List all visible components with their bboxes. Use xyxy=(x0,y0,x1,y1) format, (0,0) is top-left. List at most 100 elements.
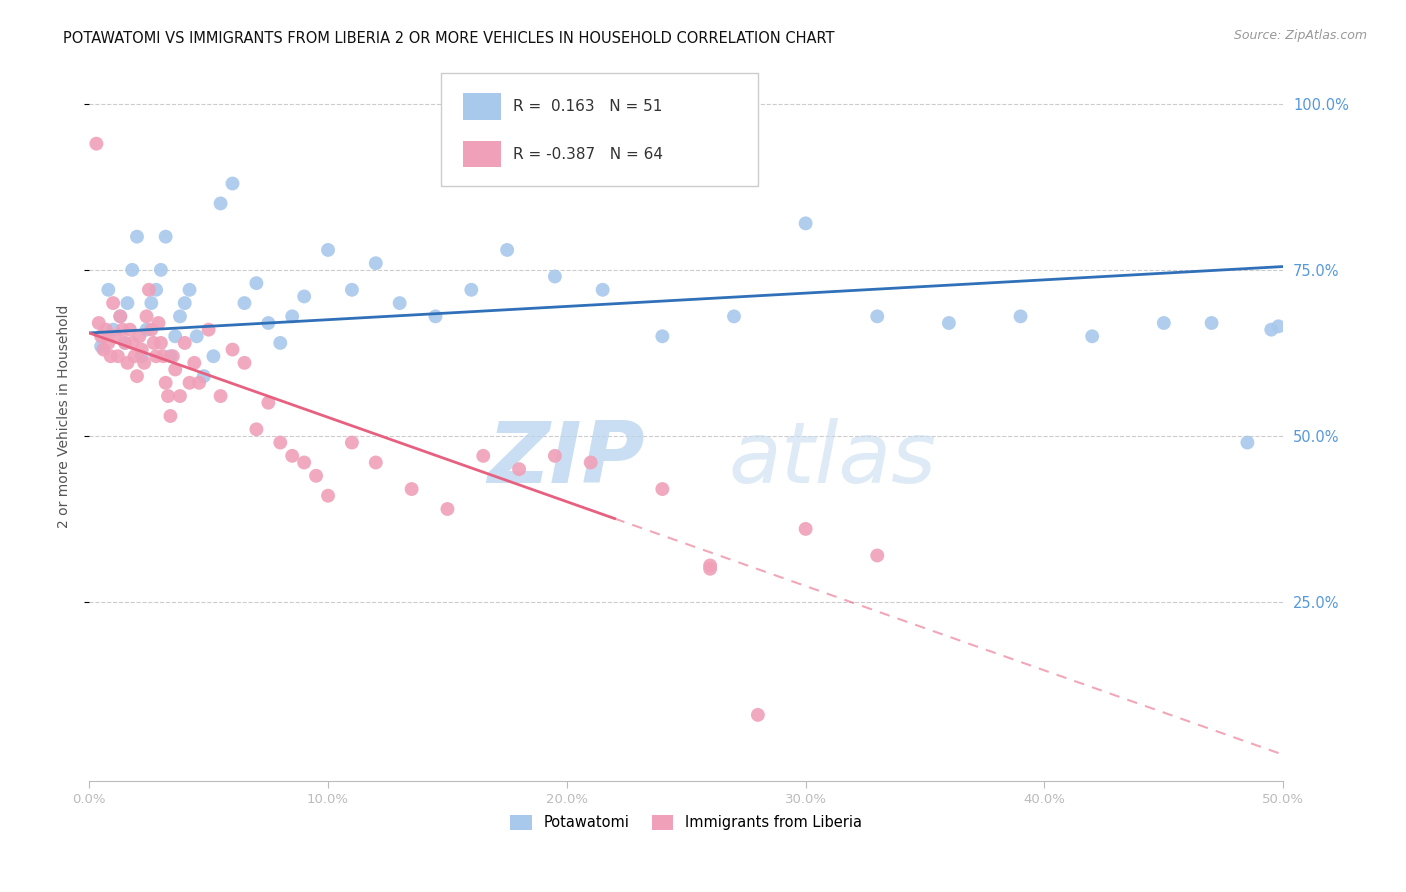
Point xyxy=(111,323,134,337)
Point xyxy=(364,256,387,270)
Point xyxy=(183,356,205,370)
Point xyxy=(245,422,267,436)
Point xyxy=(117,356,139,370)
Point xyxy=(305,468,328,483)
Point xyxy=(118,323,141,337)
Point xyxy=(162,349,184,363)
Point xyxy=(141,323,163,337)
Point xyxy=(159,349,181,363)
Point xyxy=(316,489,339,503)
Point xyxy=(186,329,208,343)
Point xyxy=(1010,310,1032,324)
Point xyxy=(388,296,411,310)
Point xyxy=(544,449,567,463)
Point xyxy=(155,229,177,244)
Point xyxy=(257,316,280,330)
Point xyxy=(269,335,291,350)
Text: Source: ZipAtlas.com: Source: ZipAtlas.com xyxy=(1233,29,1367,42)
Point xyxy=(292,455,315,469)
Point xyxy=(148,316,170,330)
Point xyxy=(90,329,112,343)
Point xyxy=(233,296,256,310)
Point xyxy=(135,323,157,337)
Point xyxy=(141,296,163,310)
Point xyxy=(269,435,291,450)
Point xyxy=(425,310,447,324)
Point xyxy=(121,263,143,277)
Point xyxy=(436,502,458,516)
Point xyxy=(193,369,215,384)
Point xyxy=(149,335,172,350)
Point xyxy=(202,349,225,363)
Point xyxy=(145,283,167,297)
Point xyxy=(188,376,211,390)
Point xyxy=(496,243,519,257)
Text: atlas: atlas xyxy=(728,418,936,501)
Point xyxy=(699,558,721,573)
Point xyxy=(723,310,745,324)
Point xyxy=(145,349,167,363)
Point xyxy=(1236,435,1258,450)
Point xyxy=(472,449,495,463)
Point xyxy=(173,296,195,310)
FancyBboxPatch shape xyxy=(463,141,501,168)
Point xyxy=(117,296,139,310)
Point xyxy=(173,335,195,350)
Text: ZIP: ZIP xyxy=(486,418,644,501)
Point xyxy=(544,269,567,284)
Point xyxy=(134,356,156,370)
Point xyxy=(221,343,243,357)
Point xyxy=(152,349,174,363)
Point xyxy=(165,329,187,343)
Point xyxy=(149,263,172,277)
Point xyxy=(100,349,122,363)
Point xyxy=(179,283,201,297)
Point xyxy=(508,462,530,476)
Point xyxy=(86,136,108,151)
Point xyxy=(121,335,143,350)
Point xyxy=(101,296,124,310)
Text: POTAWATOMI VS IMMIGRANTS FROM LIBERIA 2 OR MORE VEHICLES IN HOUSEHOLD CORRELATIO: POTAWATOMI VS IMMIGRANTS FROM LIBERIA 2 … xyxy=(63,31,835,46)
Point xyxy=(142,335,165,350)
Point xyxy=(110,310,132,324)
Point xyxy=(866,310,889,324)
Y-axis label: 2 or more Vehicles in Household: 2 or more Vehicles in Household xyxy=(58,304,72,528)
Point xyxy=(93,343,115,357)
Point xyxy=(101,323,124,337)
Point xyxy=(128,329,150,343)
Point xyxy=(245,276,267,290)
Point xyxy=(159,409,181,423)
Point xyxy=(131,349,153,363)
Point xyxy=(1267,319,1289,334)
Point xyxy=(340,283,363,297)
Point xyxy=(257,395,280,409)
Point xyxy=(87,316,110,330)
Point xyxy=(179,376,201,390)
Point xyxy=(94,323,117,337)
Point xyxy=(124,349,146,363)
Point xyxy=(651,482,673,496)
Point xyxy=(155,376,177,390)
Point xyxy=(90,339,112,353)
Point xyxy=(135,310,157,324)
Point xyxy=(340,435,363,450)
Legend: Potawatomi, Immigrants from Liberia: Potawatomi, Immigrants from Liberia xyxy=(505,809,868,836)
Point xyxy=(107,349,129,363)
Point xyxy=(97,283,120,297)
Point xyxy=(364,455,387,469)
Point xyxy=(281,310,304,324)
Point xyxy=(233,356,256,370)
Point xyxy=(794,522,817,536)
Point xyxy=(292,289,315,303)
Point xyxy=(104,329,127,343)
Point xyxy=(131,343,153,357)
Point xyxy=(197,323,219,337)
Point xyxy=(169,389,191,403)
FancyBboxPatch shape xyxy=(463,94,501,120)
Point xyxy=(221,177,243,191)
Point xyxy=(699,562,721,576)
Point xyxy=(281,449,304,463)
Point xyxy=(316,243,339,257)
Point xyxy=(401,482,423,496)
Point xyxy=(1153,316,1175,330)
